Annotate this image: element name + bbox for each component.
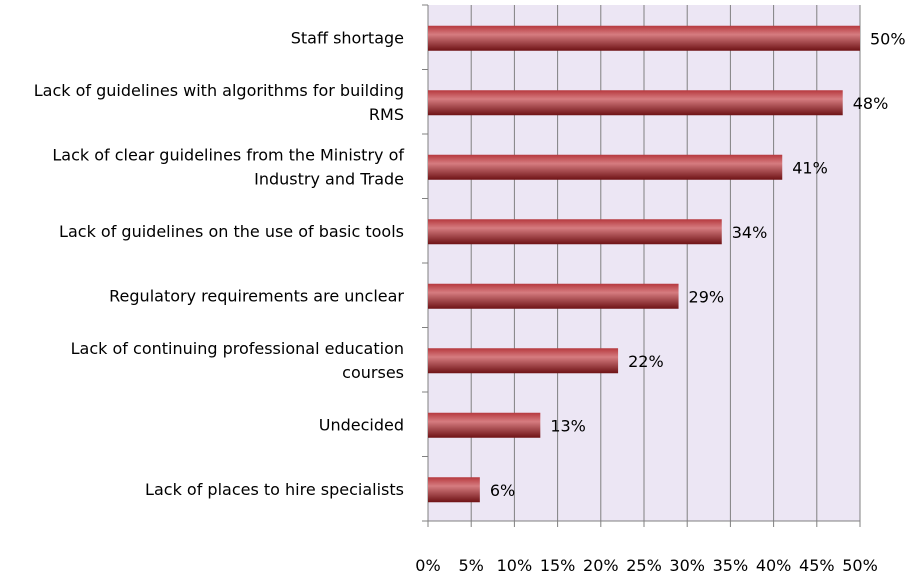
bar — [428, 283, 679, 309]
x-tick-label: 20% — [583, 556, 619, 575]
category-label: Lack of guidelines with algorithms for b… — [34, 81, 404, 100]
x-tick-label: 10% — [497, 556, 533, 575]
bar — [428, 219, 722, 245]
x-axis-tick-labels: 0% 5% 10% 15% 20% 25% 30% 35% 40% 45% 50% — [415, 556, 877, 575]
data-label: 50% — [870, 29, 906, 48]
data-label: 13% — [550, 416, 586, 435]
x-tick-label: 50% — [842, 556, 878, 575]
bar — [428, 412, 541, 438]
category-label: Lack of continuing professional educatio… — [71, 339, 404, 358]
x-tick-label: 45% — [799, 556, 835, 575]
x-tick-label: 25% — [626, 556, 662, 575]
x-tick-label: 0% — [415, 556, 440, 575]
bars — [428, 25, 860, 503]
category-label: Lack of places to hire specialists — [145, 480, 404, 499]
category-label: Undecided — [319, 415, 404, 434]
value-labels: 50% 48% 41% 34% 29% 22% 13% 6% — [490, 29, 906, 500]
x-tick-label: 15% — [540, 556, 576, 575]
x-tick-label: 40% — [756, 556, 792, 575]
bar — [428, 90, 843, 116]
category-labels: Staff shortage Lack of guidelines with al… — [34, 28, 405, 499]
category-label: courses — [342, 363, 404, 382]
category-label: Industry and Trade — [254, 169, 404, 188]
bar — [428, 154, 783, 180]
x-tick-label: 35% — [713, 556, 749, 575]
category-label: Lack of clear guidelines from the Minist… — [52, 145, 404, 164]
data-label: 22% — [628, 352, 664, 371]
x-tick-label: 5% — [459, 556, 484, 575]
category-label: Staff shortage — [291, 28, 404, 47]
bar — [428, 25, 860, 51]
data-label: 29% — [689, 287, 725, 306]
bar — [428, 477, 480, 503]
data-label: 48% — [853, 94, 889, 113]
data-label: 6% — [490, 481, 515, 500]
x-tick-label: 30% — [669, 556, 705, 575]
category-label: Regulatory requirements are unclear — [109, 286, 404, 305]
data-label: 34% — [732, 223, 768, 242]
bar — [428, 348, 619, 374]
data-label: 41% — [792, 158, 828, 177]
category-label: RMS — [369, 105, 404, 124]
category-label: Lack of guidelines on the use of basic t… — [59, 222, 404, 241]
